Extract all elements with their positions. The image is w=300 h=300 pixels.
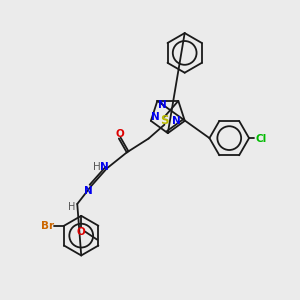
- Text: N: N: [158, 100, 167, 110]
- Text: O: O: [116, 129, 124, 139]
- Text: Br: Br: [41, 221, 54, 231]
- Text: O: O: [77, 227, 85, 237]
- Text: N: N: [152, 112, 160, 122]
- Text: H: H: [68, 202, 75, 212]
- Text: H: H: [93, 162, 101, 172]
- Text: N: N: [84, 186, 92, 196]
- Text: Cl: Cl: [255, 134, 267, 144]
- Text: N: N: [100, 162, 108, 172]
- Text: S: S: [160, 114, 169, 127]
- Text: N: N: [172, 116, 181, 126]
